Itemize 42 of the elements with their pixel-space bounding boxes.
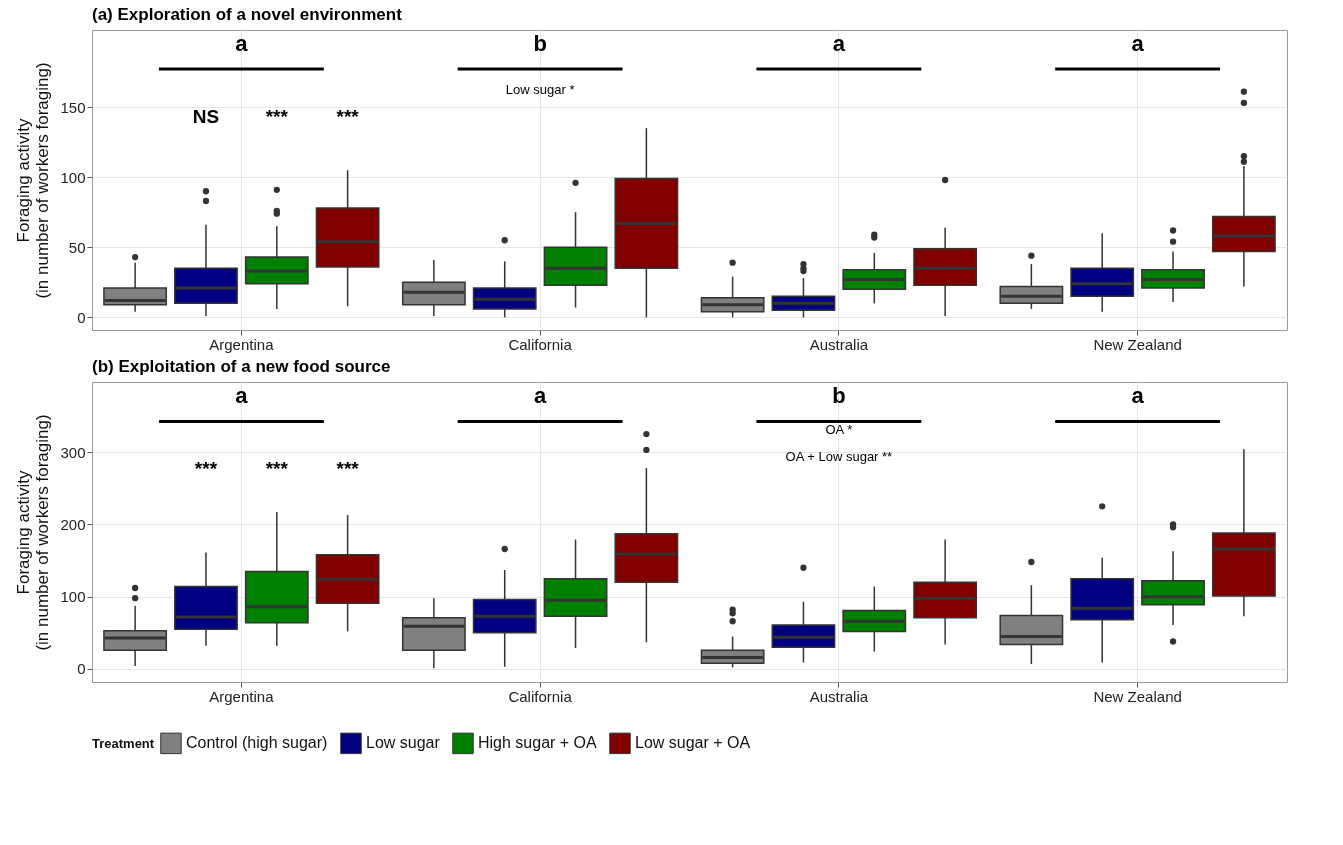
- x-tick-label: Australia: [809, 335, 869, 353]
- annotation: a: [1131, 31, 1145, 57]
- annotation: ***: [194, 458, 218, 479]
- annotation: b: [533, 31, 547, 57]
- y-tick-label: 100: [60, 168, 86, 186]
- annotation: a: [1131, 383, 1145, 409]
- y-axis-title: Foraging activity (in number of workers foraging): [14, 62, 53, 299]
- annotation: OA *: [825, 422, 853, 437]
- annotation: a: [832, 31, 846, 57]
- x-tick-label: Australia: [809, 687, 869, 705]
- chart-title: (b) Exploitation of a new food source: [92, 357, 391, 376]
- annotation: a: [235, 383, 249, 409]
- annotation: NS: [192, 106, 220, 127]
- y-axis-title: Foraging activity (in number of workers foraging): [14, 414, 53, 651]
- y-tick-label: 0: [77, 660, 86, 678]
- legend-label: Low sugar: [366, 734, 441, 752]
- annotation: Low sugar *: [505, 82, 575, 97]
- x-tick-label: Argentina: [209, 687, 275, 705]
- legend-label: Control (high sugar): [186, 734, 328, 752]
- annotation: b: [832, 383, 846, 409]
- legend-label: Low sugar + OA: [635, 734, 751, 752]
- legend-title: Treatment: [92, 736, 155, 751]
- annotation: ***: [336, 106, 360, 127]
- annotation: a: [235, 31, 249, 57]
- x-tick-label: California: [508, 335, 573, 353]
- x-tick-label: Argentina: [209, 335, 275, 353]
- annotation: OA + Low sugar **: [785, 449, 893, 464]
- y-tick-label: 200: [60, 515, 86, 533]
- annotation: ***: [336, 458, 360, 479]
- y-tick-label: 0: [77, 308, 86, 326]
- annotation: ***: [265, 106, 289, 127]
- y-tick-label: 50: [68, 238, 86, 256]
- y-tick-label: 300: [60, 443, 86, 461]
- y-tick-label: 100: [60, 588, 86, 606]
- x-tick-label: New Zealand: [1093, 687, 1182, 705]
- annotation: a: [534, 383, 547, 409]
- annotation: ***: [265, 458, 289, 479]
- legend-label: High sugar + OA: [478, 734, 598, 752]
- chart-title: (a) Exploration of a novel environment: [92, 5, 403, 24]
- x-tick-label: California: [508, 687, 573, 705]
- y-tick-label: 150: [60, 98, 86, 116]
- x-tick-label: New Zealand: [1093, 335, 1182, 353]
